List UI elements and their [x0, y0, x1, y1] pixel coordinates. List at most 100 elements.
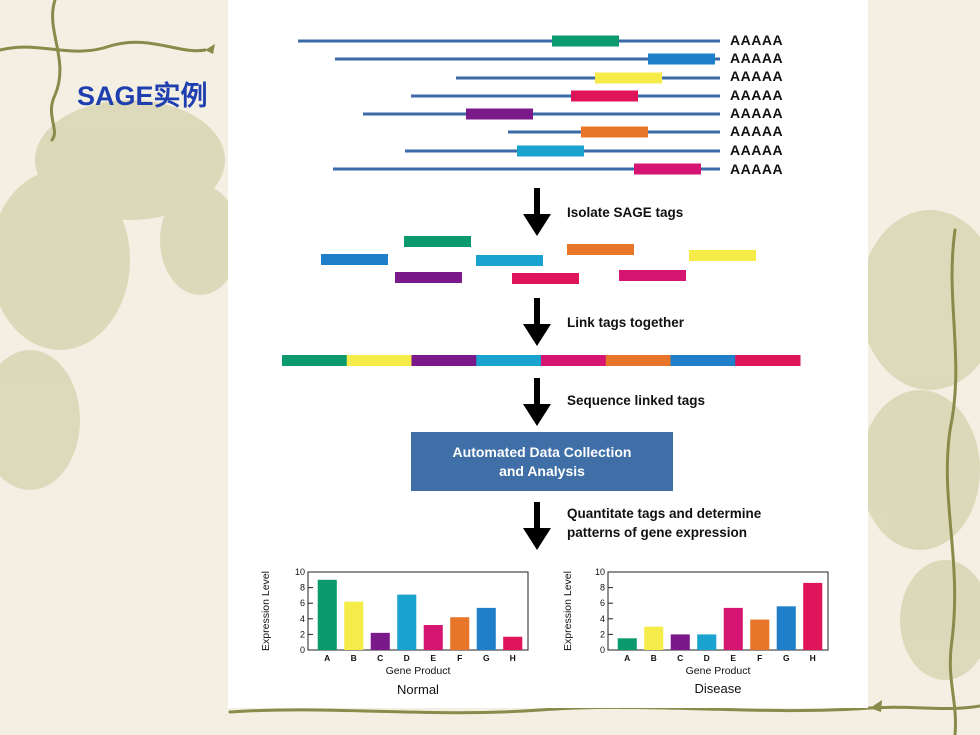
vine-left: [49, 0, 62, 142]
poly-a-label: AAAAA: [730, 142, 783, 158]
bar: [697, 634, 717, 650]
down-arrow-icon: [523, 188, 551, 236]
bar: [803, 582, 823, 650]
bar: [503, 636, 523, 650]
analysis-box-background: [411, 432, 673, 491]
chart-title: Normal: [397, 682, 439, 697]
bar: [344, 601, 364, 650]
step-sequence-label: Sequence linked tags: [567, 393, 705, 408]
transcript: [411, 90, 720, 102]
x-tick-label: B: [651, 653, 657, 663]
y-tick-label: 8: [300, 583, 305, 593]
x-axis-label: Gene Product: [686, 665, 751, 677]
vine-tip: [205, 44, 215, 54]
bar: [317, 579, 337, 650]
y-tick-label: 0: [600, 645, 605, 655]
linked-tag: [541, 355, 607, 366]
sage-tag: [517, 145, 584, 157]
transcript: [405, 145, 720, 157]
linked-tag: [735, 355, 801, 366]
transcript: [298, 35, 720, 47]
y-tick-label: 4: [300, 614, 305, 624]
sage-tag: [552, 35, 619, 47]
x-tick-label: F: [757, 653, 762, 663]
bar: [397, 594, 417, 650]
sage-tag: [648, 53, 715, 65]
bar: [450, 617, 470, 650]
y-axis-label: Expression Level: [260, 571, 272, 651]
x-tick-label: D: [704, 653, 710, 663]
x-tick-label: E: [430, 653, 436, 663]
isolated-tag: [395, 272, 462, 283]
isolated-tag: [689, 250, 756, 261]
chart-frame: [607, 571, 829, 651]
chart-frame: [307, 571, 529, 651]
y-tick-label: 8: [600, 583, 605, 593]
down-arrow-icon: [523, 502, 551, 550]
y-axis-label: Expression Level: [562, 571, 574, 651]
y-tick-label: 4: [600, 614, 605, 624]
step-quantitate-label-1: Quantitate tags and determine: [567, 506, 762, 521]
x-tick-label: A: [324, 653, 330, 663]
bar: [670, 634, 690, 650]
transcript: [456, 72, 720, 84]
transcript: [333, 163, 720, 175]
isolated-tag: [321, 254, 388, 265]
y-tick-label: 6: [300, 598, 305, 608]
x-tick-label: D: [404, 653, 410, 663]
bar: [476, 607, 496, 650]
vine-tip: [870, 700, 882, 712]
transcript-line: [456, 76, 720, 80]
poly-a-label: AAAAA: [730, 32, 783, 48]
mrna-transcripts: [298, 35, 720, 175]
chart-disease: 0 2 4 6 8 10 A B C D E F G H Gene Product Expression Le…: [562, 567, 829, 696]
leaf-shape: [860, 210, 980, 390]
x-tick-label: G: [483, 653, 490, 663]
leaf-shape: [0, 350, 80, 490]
slide-title: SAGE实例: [77, 81, 208, 111]
poly-a-label: AAAAA: [730, 123, 783, 139]
bar: [644, 626, 664, 650]
x-tick-label: H: [810, 653, 816, 663]
transcript-line: [363, 112, 720, 116]
x-tick-label: E: [730, 653, 736, 663]
poly-a-label: AAAAA: [730, 50, 783, 66]
analysis-box-line2: and Analysis: [499, 463, 585, 479]
x-axis-label: Gene Product: [386, 665, 451, 677]
transcript-line: [298, 39, 720, 43]
isolated-tag: [476, 255, 543, 266]
chart-title: Disease: [695, 681, 742, 696]
leaf-shape: [160, 185, 240, 295]
linked-tag: [670, 355, 736, 366]
chart-normal: 0 2 4 6 8 10 A B C D E F G H Gene Product Expression Le…: [260, 567, 529, 697]
y-tick-label: 6: [600, 598, 605, 608]
isolated-tag: [567, 244, 634, 255]
leaf-shape: [0, 170, 130, 350]
isolated-tag: [404, 236, 471, 247]
transcript-line: [333, 167, 720, 171]
vine-right: [945, 228, 958, 735]
bar: [776, 606, 796, 650]
sage-tag: [634, 163, 701, 175]
linked-tag: [346, 355, 412, 366]
poly-a-label: AAAAA: [730, 68, 783, 84]
transcript: [508, 126, 720, 138]
y-tick-label: 2: [300, 629, 305, 639]
down-arrow-icon: [523, 378, 551, 426]
sage-tag: [466, 108, 533, 120]
step-link-label: Link tags together: [567, 315, 685, 330]
isolated-tag: [619, 270, 686, 281]
x-tick-label: H: [510, 653, 516, 663]
isolated-tags: [321, 236, 756, 284]
x-tick-label: C: [677, 653, 683, 663]
transcript: [335, 53, 720, 65]
bar: [370, 632, 390, 650]
x-tick-label: B: [351, 653, 357, 663]
down-arrow-icon: [523, 298, 551, 346]
bar: [617, 638, 637, 650]
y-tick-label: 10: [295, 567, 305, 577]
vine-top-left: [0, 40, 207, 53]
linked-tag: [282, 355, 348, 366]
